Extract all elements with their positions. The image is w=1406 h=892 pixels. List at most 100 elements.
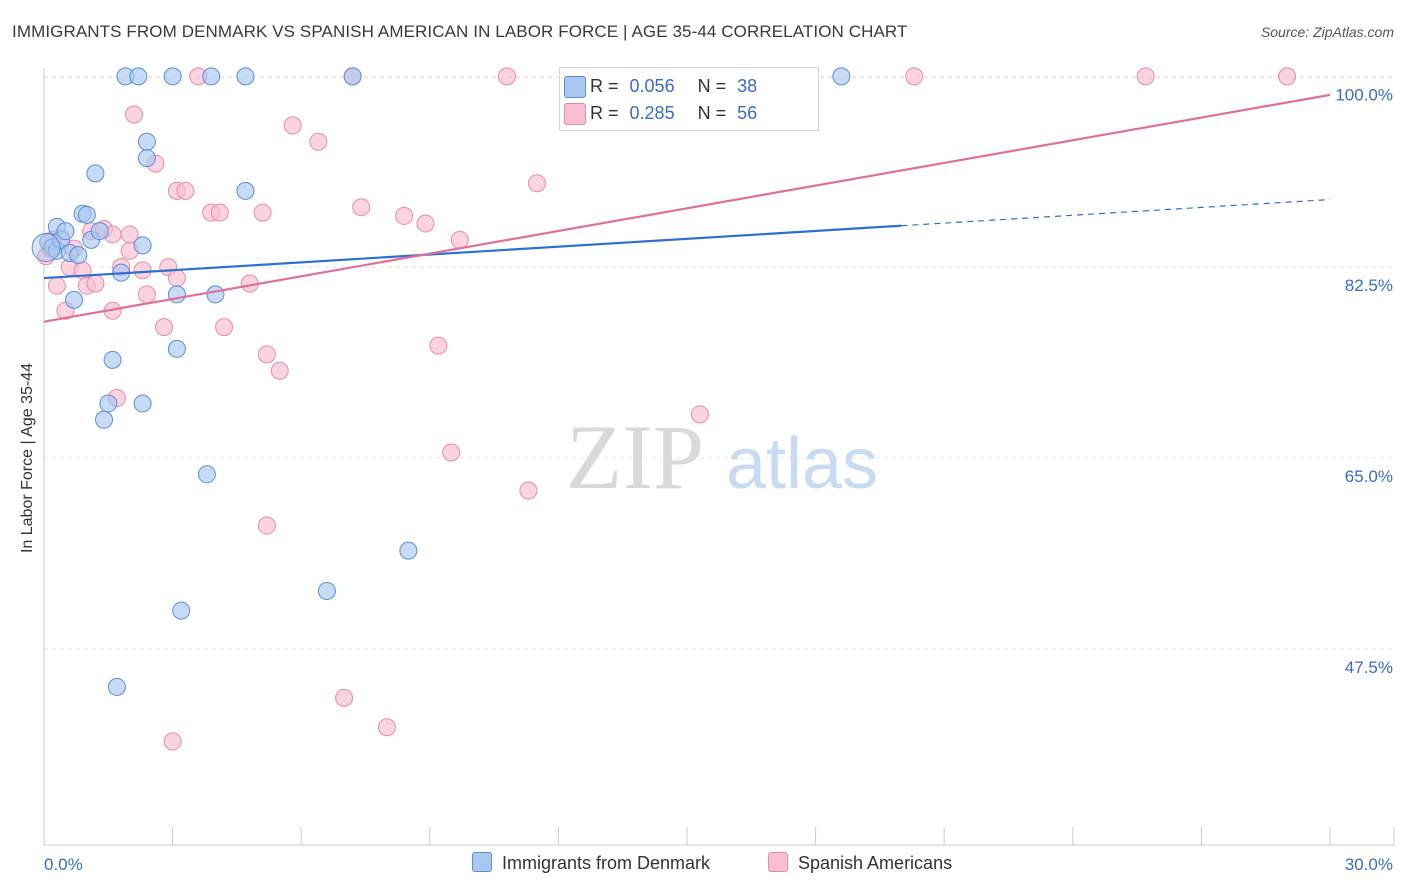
trend-line-denmark (43, 224, 902, 280)
data-point-denmark (99, 394, 118, 413)
data-point-spanish (120, 225, 139, 244)
data-point-spanish (133, 261, 152, 280)
data-point-denmark (103, 350, 122, 369)
data-point-denmark (399, 541, 418, 560)
chart-title: IMMIGRANTS FROM DENMARK VS SPANISH AMERI… (12, 22, 908, 41)
data-point-spanish (690, 405, 709, 424)
data-point-spanish (527, 174, 546, 193)
data-point-denmark (77, 205, 96, 224)
legend-swatch-pink (564, 103, 586, 125)
legend-label-spanish: Spanish Americans (798, 853, 953, 873)
data-point-spanish (86, 274, 105, 293)
data-point-denmark (167, 339, 186, 358)
x-tick-label: 0.0% (44, 855, 83, 874)
source-label: Source: ZipAtlas.com (1260, 24, 1394, 40)
series-immigrants-from-denmark (31, 67, 851, 696)
data-point-spanish (395, 206, 414, 225)
data-point-spanish (1278, 67, 1297, 86)
data-point-spanish (497, 67, 516, 86)
data-point-spanish (137, 285, 156, 304)
data-point-denmark (343, 67, 362, 86)
data-point-spanish (163, 732, 182, 751)
data-point-denmark (107, 677, 126, 696)
data-point-spanish (257, 516, 276, 535)
legend-n-label: N = (697, 76, 727, 96)
data-point-spanish (155, 318, 174, 337)
data-point-cluster (31, 233, 61, 263)
data-point-spanish (352, 198, 371, 217)
legend-label-denmark: Immigrants from Denmark (502, 853, 711, 873)
data-point-denmark (133, 236, 152, 255)
data-point-spanish (377, 718, 396, 737)
data-point-spanish (167, 269, 186, 288)
data-point-denmark (202, 67, 221, 86)
data-point-denmark (56, 222, 75, 241)
data-point-denmark (65, 290, 84, 309)
x-tick-label: 30.0% (1345, 855, 1393, 874)
y-tick-label: 100.0% (1335, 85, 1393, 104)
data-point-spanish (309, 132, 328, 151)
data-point-denmark (317, 581, 336, 600)
data-point-denmark (163, 67, 182, 86)
y-axis-label: In Labor Force | Age 35-44 (19, 362, 36, 554)
watermark: ZIP atlas (566, 406, 878, 508)
legend-item-spanish: Spanish Americans (768, 852, 952, 874)
data-point-spanish (416, 214, 435, 233)
trend-lines (43, 93, 1331, 323)
data-point-spanish (176, 181, 195, 200)
data-point-denmark (95, 410, 114, 429)
data-point-spanish (450, 230, 469, 249)
data-point-spanish (1136, 67, 1155, 86)
data-point-spanish (125, 105, 144, 124)
legend-row-denmark: R = 0.056 N = 38 (564, 76, 758, 98)
legend-r-value-denmark: 0.056 (629, 76, 675, 96)
legend-r-label: R = (590, 103, 619, 123)
data-point-denmark (236, 181, 255, 200)
legend-n-value-denmark: 38 (737, 76, 758, 96)
data-point-spanish (905, 67, 924, 86)
data-point-denmark (69, 246, 88, 265)
watermark-atlas: atlas (726, 424, 878, 504)
tick-labels: 100.0% 82.5% 65.0% 47.5% 0.0% 30.0% (44, 85, 1393, 874)
data-point-spanish (253, 203, 272, 222)
data-point-denmark (832, 67, 851, 86)
legend-r-value-spanish: 0.285 (629, 103, 675, 123)
correlation-legend: R = 0.056 N = 38 R = 0.285 N = 56 (559, 67, 819, 131)
data-point-spanish (283, 116, 302, 135)
legend-item-denmark: Immigrants from Denmark (472, 852, 710, 874)
data-point-spanish (519, 481, 538, 500)
data-point-denmark (137, 149, 156, 168)
y-tick-label: 47.5% (1345, 658, 1393, 677)
data-point-denmark (129, 67, 148, 86)
data-point-denmark (90, 222, 109, 241)
data-point-denmark (197, 465, 216, 484)
legend-swatch-pink (768, 852, 788, 872)
data-point-spanish (335, 688, 354, 707)
data-point-denmark (133, 394, 152, 413)
data-point-denmark (236, 67, 255, 86)
data-point-spanish (215, 318, 234, 337)
data-point-denmark (86, 164, 105, 183)
series-legend: Immigrants from Denmark Spanish American… (0, 852, 1406, 878)
data-point-spanish (47, 276, 66, 295)
data-point-denmark (172, 601, 191, 620)
data-point-denmark (206, 285, 225, 304)
y-tick-label: 82.5% (1345, 276, 1393, 295)
watermark-zip: ZIP (566, 406, 704, 508)
trend-line-spanish (43, 93, 1331, 323)
legend-r-label: R = (590, 76, 619, 96)
legend-n-label: N = (697, 103, 727, 123)
axes (43, 68, 1395, 846)
data-point-spanish (210, 203, 229, 222)
data-point-spanish (442, 443, 461, 462)
data-point-spanish (257, 345, 276, 364)
legend-swatch-blue (472, 852, 492, 872)
legend-row-spanish: R = 0.285 N = 56 (564, 103, 758, 125)
grid (44, 75, 1395, 650)
legend-swatch-blue (564, 76, 586, 98)
data-point-denmark (137, 132, 156, 151)
data-point-spanish (429, 336, 448, 355)
y-tick-label: 65.0% (1345, 467, 1393, 486)
legend-n-value-spanish: 56 (737, 103, 758, 123)
